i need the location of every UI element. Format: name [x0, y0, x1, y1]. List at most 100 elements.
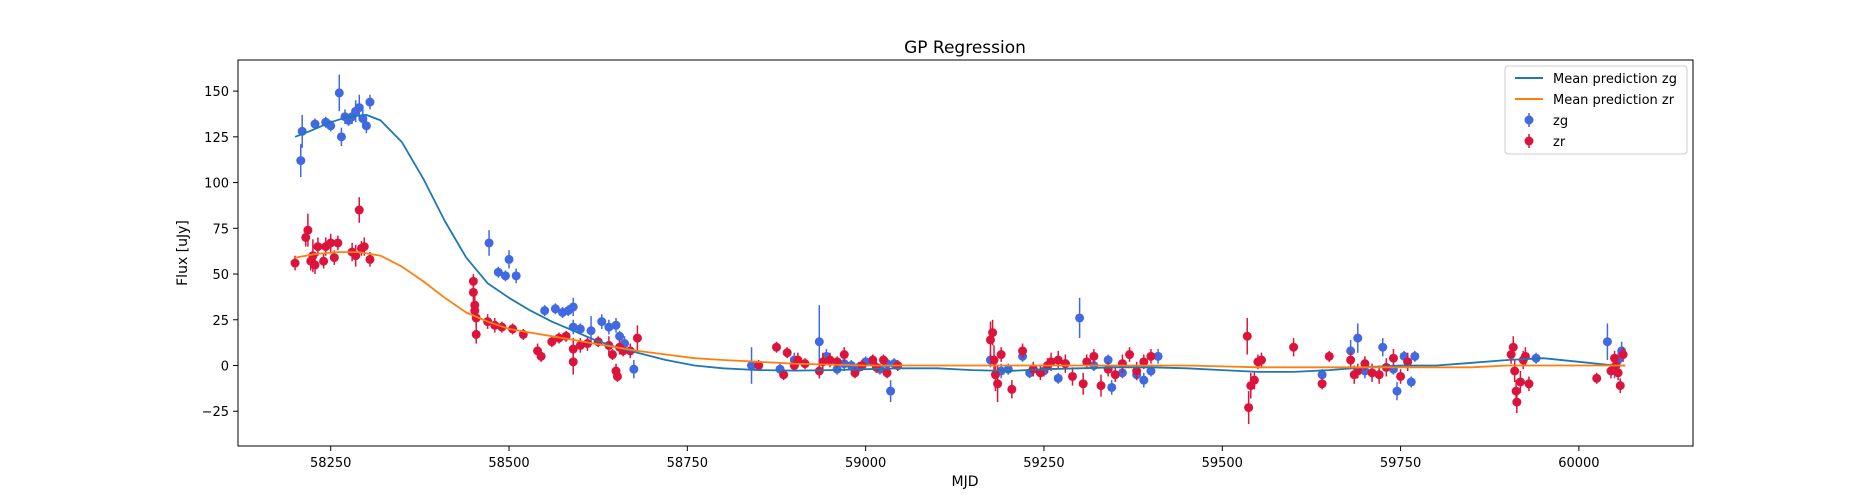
data-point: [1110, 370, 1120, 380]
data-point: [1374, 370, 1384, 380]
data-point: [1256, 355, 1266, 365]
data-point: [850, 368, 860, 378]
data-point: [354, 205, 364, 215]
data-point: [1078, 379, 1088, 389]
data-point: [1089, 351, 1099, 361]
data-point: [612, 371, 622, 381]
data-point: [1096, 381, 1106, 391]
legend-label: Mean prediction zg: [1553, 72, 1677, 87]
data-point: [290, 258, 300, 268]
data-point: [1613, 368, 1623, 378]
y-axis-label: Flux [uJy]: [175, 220, 191, 286]
y-tick-label: 125: [204, 131, 229, 146]
data-point: [365, 97, 375, 107]
legend-swatch-marker: [1524, 136, 1534, 146]
data-point: [1512, 397, 1522, 407]
data-point: [825, 355, 835, 365]
data-point: [1139, 375, 1149, 385]
data-point: [1378, 342, 1388, 352]
data-point: [536, 351, 546, 361]
data-point: [1082, 357, 1092, 367]
data-point: [996, 350, 1006, 360]
data-point: [1125, 350, 1135, 360]
data-point: [1046, 357, 1056, 367]
data-point: [586, 326, 596, 336]
data-point: [615, 331, 625, 341]
series-layer: [290, 74, 1628, 425]
data-point: [1018, 346, 1028, 356]
x-tick-label: 58500: [488, 456, 529, 471]
data-point: [1510, 366, 1520, 376]
data-point: [568, 344, 578, 354]
y-tick-label: −25: [202, 405, 229, 420]
data-point: [1324, 351, 1334, 361]
legend-swatch-marker: [1524, 115, 1534, 125]
data-point: [1615, 381, 1625, 391]
data-point: [1618, 350, 1628, 360]
data-point: [839, 350, 849, 360]
data-point: [771, 342, 781, 352]
data-point: [1524, 379, 1534, 389]
x-tick-label: 58750: [667, 456, 708, 471]
data-point: [333, 238, 343, 248]
data-point: [334, 88, 344, 98]
legend-label: Mean prediction zr: [1553, 93, 1675, 108]
legend-label: zg: [1553, 114, 1568, 129]
plot-area-frame: [237, 59, 1694, 447]
data-point: [993, 379, 1003, 389]
y-tick-label: 100: [204, 177, 229, 192]
series-zg-points: [296, 74, 1627, 403]
data-point: [1610, 353, 1620, 363]
data-point: [310, 119, 320, 129]
data-point: [361, 121, 371, 131]
y-tick-label: 25: [212, 314, 229, 329]
data-point: [989, 355, 999, 365]
data-point: [1075, 313, 1085, 323]
series-line: [294, 251, 1626, 369]
data-point: [468, 276, 478, 286]
x-axis: 58250 58500 58750 59000 59250 59500 59750 60000: [310, 446, 1600, 471]
legend-box: [1504, 65, 1688, 155]
chart-title: GP Regression: [904, 38, 1026, 58]
data-point: [470, 306, 480, 316]
data-point: [303, 225, 313, 235]
data-point: [1035, 368, 1045, 378]
data-point: [1067, 371, 1077, 381]
data-point: [484, 238, 494, 248]
data-point: [504, 254, 514, 264]
data-point: [1392, 386, 1402, 396]
data-point: [632, 333, 642, 343]
data-point: [575, 324, 585, 334]
y-tick-label: 50: [212, 268, 229, 283]
data-point: [779, 370, 789, 380]
data-point: [1403, 357, 1413, 367]
legend-label: zr: [1553, 135, 1566, 150]
data-point: [568, 357, 578, 367]
series-zr-points: [290, 197, 1628, 425]
data-point: [1317, 370, 1327, 380]
data-point: [493, 267, 503, 277]
data-point: [354, 103, 364, 113]
data-point: [1353, 333, 1363, 343]
data-point: [793, 355, 803, 365]
data-point: [1249, 375, 1259, 385]
data-point: [1317, 379, 1327, 389]
data-point: [871, 362, 881, 372]
x-tick-label: 59750: [1380, 456, 1421, 471]
data-point: [326, 238, 336, 248]
data-point: [351, 251, 361, 261]
data-point: [296, 156, 306, 166]
data-point: [882, 368, 892, 378]
data-point: [310, 260, 320, 270]
data-point: [747, 361, 757, 371]
data-point: [868, 355, 878, 365]
data-point: [1396, 371, 1406, 381]
data-point: [839, 359, 849, 369]
data-point: [1367, 368, 1377, 378]
x-axis-label: MJD: [952, 474, 979, 490]
data-point: [1053, 355, 1063, 365]
y-tick-label: 150: [204, 85, 229, 100]
data-point: [1103, 355, 1113, 365]
x-tick-label: 60000: [1558, 456, 1599, 471]
data-point: [886, 386, 896, 396]
